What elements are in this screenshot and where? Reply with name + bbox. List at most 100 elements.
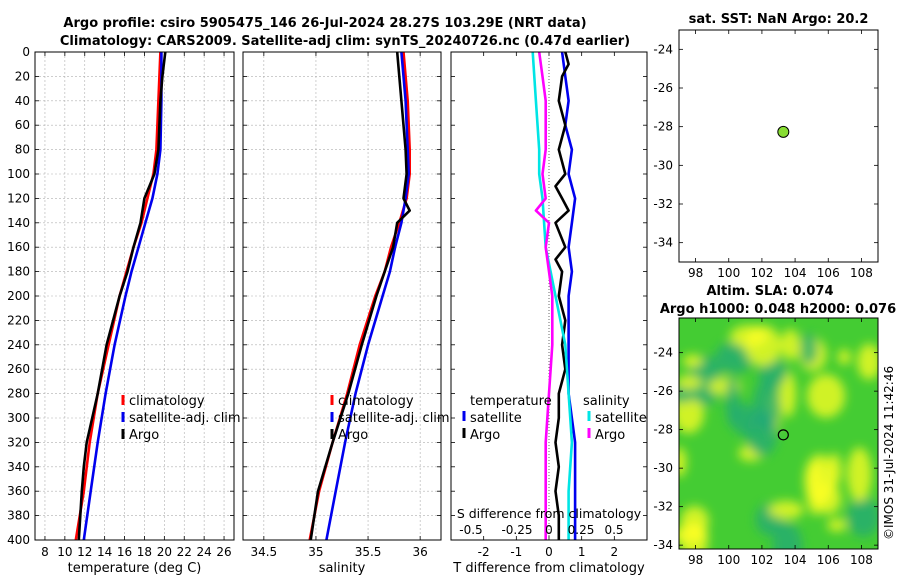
x-tick-label: 26 [216, 545, 231, 559]
x-tick-label: 2 [611, 545, 619, 559]
imos-timestamp: ©IMOS 31-Jul-2024 11:42:46 [882, 366, 896, 540]
sla-high-blob [679, 375, 703, 390]
x-tick-label: -1 [510, 545, 522, 559]
sla-high-blob [807, 374, 846, 418]
legend-label: climatology [338, 394, 414, 409]
sla-title-line1: Altim. SLA: 0.074 [707, 284, 834, 299]
sla-high-blob [846, 447, 872, 502]
legend-label: Argo [470, 428, 500, 443]
sla-field [679, 325, 878, 549]
y-tick-label: 320 [7, 435, 30, 449]
x-axis-label: T difference from climatology [452, 561, 645, 576]
sst-map-panel: sat. SST: NaN Argo: 20.2 -24 -26 -28 -30 -32 -… [653, 12, 879, 280]
y-tick-label: -28 [653, 423, 673, 437]
x-tick-label: 20 [157, 545, 172, 559]
sla-low-blob [772, 522, 803, 549]
salinity-panel: 34.5 35 35.5 36 salinity climatology satellite… [242, 51, 450, 576]
y-tick-label: 80 [15, 143, 30, 157]
x-tick-label: 104 [784, 553, 807, 567]
x-tick-label: 16 [117, 545, 132, 559]
x2-tick-label: 0.5 [604, 523, 623, 537]
sst-title: sat. SST: NaN Argo: 20.2 [689, 12, 869, 27]
x-tick-label: 106 [817, 266, 840, 280]
y-tick-label: -30 [653, 158, 673, 172]
x-tick-label: -2 [478, 545, 490, 559]
series-line-satellite-adj-clim [325, 51, 411, 541]
x-axis-label: temperature (deg C) [68, 561, 202, 576]
x2-tick-label: -0.25 [501, 523, 532, 537]
series-line-s-satellite [531, 51, 574, 540]
legend-label: Argo [129, 428, 159, 443]
sla-low-blob [745, 409, 778, 457]
y-tick-label: 60 [15, 118, 30, 132]
temperature-panel: 0 20 40 60 80 100 120 140 160 180 200 220 240 260 280 3… [7, 45, 241, 576]
x-tick-label: 8 [41, 545, 49, 559]
y-tick-label: 260 [7, 362, 30, 376]
y-tick-label: 280 [7, 387, 30, 401]
x2-tick-label: -0.5 [459, 523, 482, 537]
series-line-argo [77, 51, 167, 541]
sla-high-blob [815, 482, 842, 515]
sla-low-blob [725, 375, 740, 427]
legend-label: satellite [470, 411, 522, 426]
sla-high-blob [827, 518, 847, 532]
x-tick-label: 12 [77, 545, 92, 559]
x-tick-label: 108 [850, 266, 873, 280]
map-frame [678, 29, 879, 263]
sla-high-blob [768, 500, 804, 520]
sla-high-blob [837, 349, 851, 365]
x-tick-label: 34.5 [250, 545, 277, 559]
y-tick-label: -30 [653, 461, 673, 475]
legend-label: climatology [129, 394, 205, 409]
y-tick-label: 120 [7, 191, 30, 205]
difference-panel: -2 -1 0 1 2 T difference from climatology temp… [450, 51, 648, 576]
x-tick-label: 102 [750, 266, 773, 280]
x-tick-label: 36 [413, 545, 428, 559]
y-tick-label: -24 [653, 42, 673, 56]
y-tick-label: 160 [7, 240, 30, 254]
y-tick-label: 100 [7, 167, 30, 181]
x-tick-label: 102 [750, 553, 773, 567]
y-tick-label: 180 [7, 265, 30, 279]
sla-high-blob [857, 343, 878, 380]
sla-high-blob [781, 328, 801, 361]
sla-high-blob [679, 447, 687, 478]
y-tick-label: -34 [653, 236, 673, 250]
series-line-t-argo [554, 51, 570, 540]
sla-high-blob [682, 354, 703, 368]
y-tick-label: -32 [653, 500, 673, 514]
plot-frame [242, 51, 442, 541]
sla-low-blob [799, 333, 819, 366]
x-tick-label: 108 [850, 553, 873, 567]
x2-axis-label: S difference from climatology [457, 506, 642, 521]
y-tick-label: 300 [7, 411, 30, 425]
legend-title-salinity: salinity [583, 394, 630, 409]
y-tick-label: 40 [15, 94, 30, 108]
series-line-satellite-adj-clim [82, 52, 163, 541]
legend-label: Argo [595, 428, 625, 443]
x-axis-label: salinity [319, 561, 366, 576]
y-tick-label: 20 [15, 69, 30, 83]
y-tick-label: 200 [7, 289, 30, 303]
y-tick-label: -34 [653, 538, 673, 552]
x2-tick-label: 0.25 [568, 523, 595, 537]
series-line-s-argo [534, 51, 554, 540]
x-tick-label: 10 [57, 545, 72, 559]
x-tick-label: 1 [578, 545, 586, 559]
y-tick-label: 240 [7, 338, 30, 352]
sla-title-line2: Argo h1000: 0.048 h2000: 0.076 [660, 302, 896, 317]
series-line-argo [309, 51, 412, 541]
y-tick-label: 220 [7, 313, 30, 327]
x-tick-label: 35.5 [355, 545, 382, 559]
argo-position-marker [777, 429, 789, 441]
legend-title-temperature: temperature [470, 394, 552, 409]
x-tick-label: 22 [177, 545, 192, 559]
x-tick-label: 98 [688, 266, 703, 280]
sla-map-panel: Altim. SLA: 0.074 Argo h1000: 0.048 h2000… [653, 284, 896, 567]
figure-title-line2: Climatology: CARS2009. Satellite-adj cli… [60, 34, 630, 49]
map-frame [678, 317, 879, 550]
x-tick-label: 100 [717, 266, 740, 280]
y-tick-label: -32 [653, 197, 673, 211]
argo-position-marker [777, 125, 790, 138]
